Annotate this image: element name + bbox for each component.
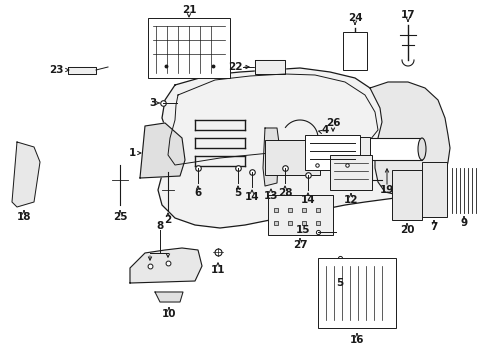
- Text: 27: 27: [292, 240, 306, 250]
- Text: 11: 11: [210, 265, 225, 275]
- Text: 14: 14: [300, 195, 315, 205]
- Polygon shape: [68, 67, 96, 74]
- Text: 12: 12: [343, 195, 358, 205]
- Bar: [421, 162, 446, 217]
- Polygon shape: [369, 82, 449, 195]
- Bar: [329, 155, 371, 190]
- Text: 22: 22: [227, 62, 242, 72]
- Polygon shape: [140, 123, 184, 178]
- Polygon shape: [263, 128, 279, 186]
- Bar: [391, 170, 421, 220]
- Bar: [148, 18, 229, 78]
- Text: 17: 17: [400, 10, 414, 20]
- Text: 8: 8: [156, 221, 163, 231]
- Text: 6: 6: [194, 188, 201, 198]
- Text: 5: 5: [234, 188, 241, 198]
- Polygon shape: [155, 292, 183, 302]
- Bar: [317, 258, 395, 328]
- Polygon shape: [130, 248, 202, 283]
- Text: 24: 24: [347, 13, 362, 23]
- Text: 19: 19: [379, 185, 393, 195]
- Bar: [264, 140, 319, 175]
- Text: 23: 23: [49, 65, 63, 75]
- Polygon shape: [12, 142, 40, 207]
- Text: 26: 26: [325, 118, 340, 128]
- Ellipse shape: [347, 138, 355, 160]
- Text: 16: 16: [349, 335, 364, 345]
- Bar: [329, 137, 369, 165]
- Text: 25: 25: [113, 212, 127, 222]
- Text: 18: 18: [17, 212, 31, 222]
- Text: 14: 14: [244, 192, 259, 202]
- Text: 15: 15: [295, 225, 309, 235]
- Text: 5: 5: [336, 278, 343, 288]
- Polygon shape: [254, 60, 285, 74]
- Text: 21: 21: [182, 5, 196, 15]
- Polygon shape: [158, 68, 441, 228]
- Bar: [351, 138, 421, 160]
- Bar: [305, 135, 359, 170]
- Ellipse shape: [417, 138, 425, 160]
- Text: 13: 13: [263, 191, 278, 201]
- Text: 4: 4: [321, 125, 328, 135]
- Bar: [267, 195, 332, 235]
- Text: 28: 28: [277, 188, 292, 198]
- Text: 1: 1: [128, 148, 135, 158]
- Text: 2: 2: [164, 215, 171, 225]
- Text: 7: 7: [429, 222, 437, 232]
- Text: 10: 10: [162, 309, 176, 319]
- Text: 3: 3: [149, 98, 156, 108]
- Text: 9: 9: [460, 218, 467, 228]
- Text: 20: 20: [399, 225, 413, 235]
- Bar: [342, 32, 366, 70]
